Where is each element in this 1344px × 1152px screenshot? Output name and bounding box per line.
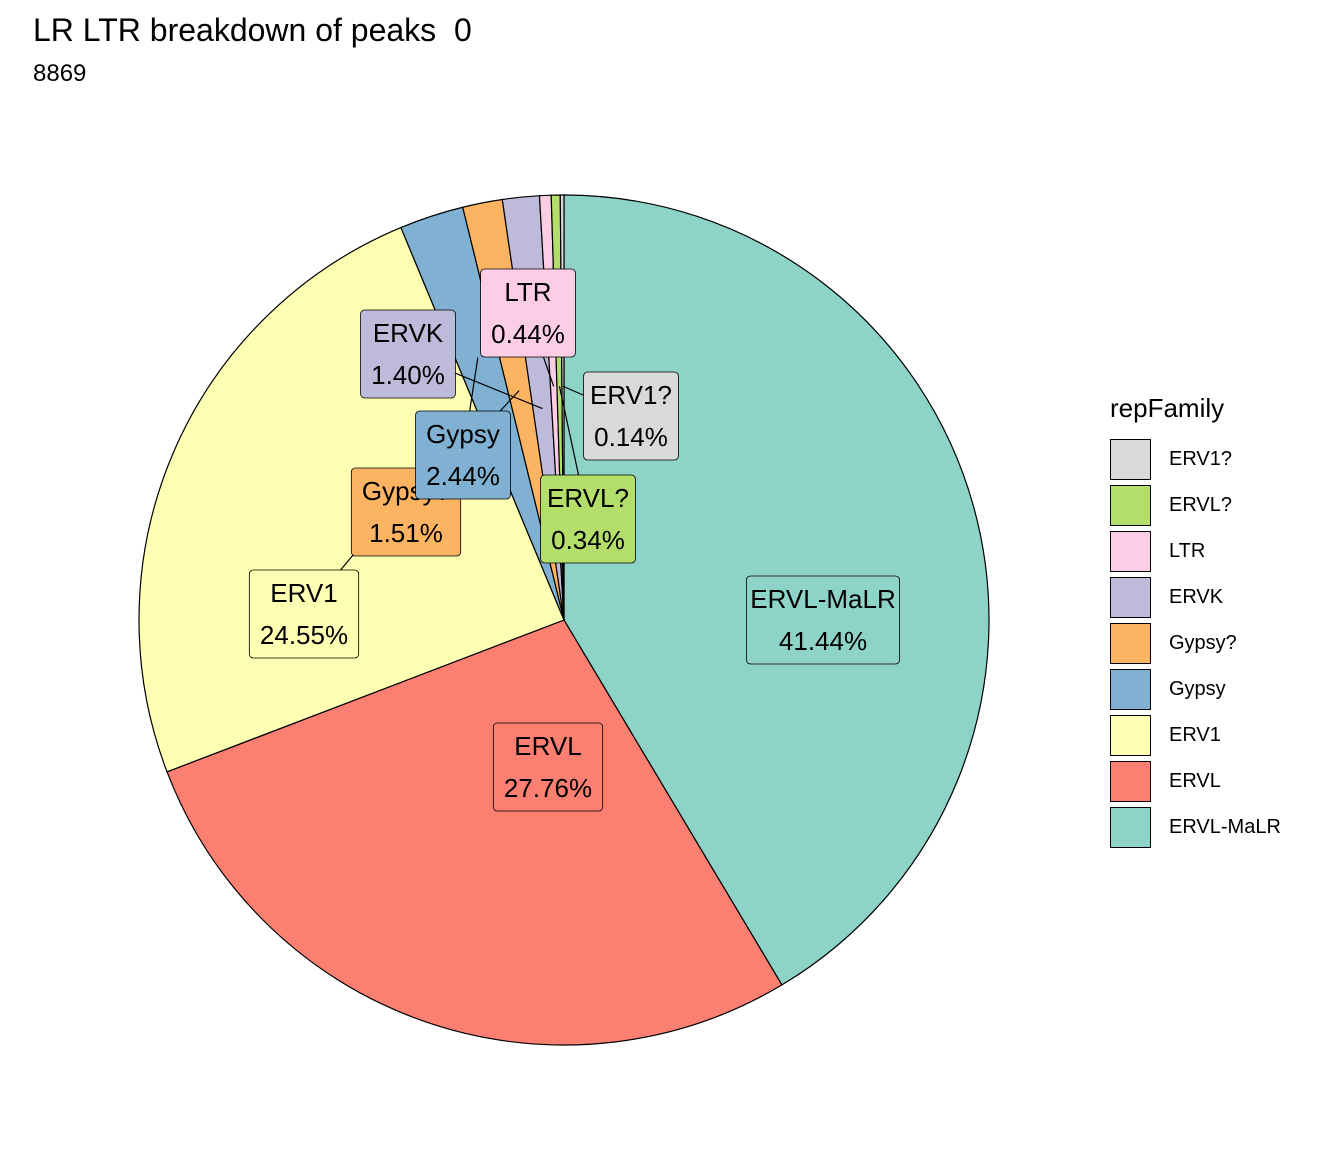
data-label-value-ervl: 27.76% [504,773,592,803]
data-label-ervl-malr: ERVL-MaLR 41.44% [746,575,900,665]
data-label-name-gypsy: Gypsy [426,419,500,449]
legend-label-ervk: ERVK [1169,585,1224,608]
legend-item-ervk: ERVK [1110,574,1281,620]
legend-items: ERV1? ERVL? LTR ERVK Gypsy? Gypsy ERV1 ERVL ERVL… [1110,436,1281,850]
legend-key-ervk [1110,576,1151,618]
legend-item-gypsy: Gypsy? [1110,620,1281,666]
pie-slice-ervl [166,619,783,1046]
data-label-box-erv1 [248,569,360,659]
legend-item-gypsy: Gypsy [1110,666,1281,712]
data-label-ervl: ERVL 27.76% [492,722,604,812]
data-label-name-erv1: ERV1? [590,380,672,410]
legend-title: repFamily [1110,393,1225,423]
legend-key-gypsy [1110,668,1151,710]
data-label-box-ervl [492,722,604,812]
data-label-ltr: LTR 0.44% [480,268,576,358]
legend-item-ervl-malr: ERVL-MaLR [1110,804,1281,850]
data-label-value-ervk: 1.40% [371,360,445,390]
data-label-erv1: ERV1 24.55% [248,569,360,659]
data-label-box-erv1 [583,371,679,461]
data-label-name-ervl: ERVL [514,731,581,761]
legend-key-ervl-malr [1110,806,1151,848]
data-label-box-ervk [360,309,456,399]
legend-item-ltr: LTR [1110,528,1281,574]
legend-label-ervl: ERVL [1169,769,1221,792]
data-label-box-ervl-malr [746,575,900,665]
data-label-box-ltr [480,268,576,358]
legend-key-gypsy [1110,622,1151,664]
data-label-box-gypsy [415,410,511,500]
legend-key-ervl [1110,760,1151,802]
legend-key-ervl [1110,484,1151,526]
data-label-value-gypsy: 2.44% [426,461,500,491]
legend-label-erv1: ERV1 [1169,723,1221,746]
legend-item-erv1: ERV1 [1110,712,1281,758]
data-label-value-ltr: 0.44% [491,319,565,349]
pie-chart: ERV1? 0.14% ERVL? 0.34% LTR 0.44% ERVK 1.40% Gyp… [138,194,990,1046]
legend-key-erv1 [1110,714,1151,756]
data-label-value-erv1: 24.55% [260,620,348,650]
chart-title: LR LTR breakdown of peaks 0 [33,12,472,48]
data-label-value-gypsy: 1.51% [369,518,443,548]
legend-label-erv1: ERV1? [1169,447,1233,470]
legend-label-ervl: ERVL? [1169,493,1233,516]
data-label-name-erv1: ERV1 [270,578,337,608]
data-label-box-ervl [540,474,636,564]
legend-label-ervl-malr: ERVL-MaLR [1169,815,1281,838]
data-label-name-ervl-malr: ERVL-MaLR [750,584,895,614]
data-label-value-ervl-malr: 41.44% [779,626,867,656]
data-label-ervl: ERVL? 0.34% [540,474,636,564]
legend-label-gypsy: Gypsy [1169,677,1226,700]
data-label-value-ervl: 0.34% [551,525,625,555]
legend: repFamily ERV1? ERVL? LTR ERVK Gypsy? Gypsy ER… [1110,393,1281,850]
chart-subtitle: 8869 [33,60,87,87]
legend-item-ervl: ERVL [1110,758,1281,804]
data-label-name-ervl: ERVL? [547,483,629,513]
data-label-erv1: ERV1? 0.14% [583,371,679,461]
legend-label-ltr: LTR [1169,539,1206,562]
data-label-name-ervk: ERVK [373,318,444,348]
legend-key-ltr [1110,530,1151,572]
data-label-ervk: ERVK 1.40% [360,309,456,399]
legend-label-gypsy: Gypsy? [1169,631,1237,654]
legend-key-erv1 [1110,438,1151,480]
data-label-gypsy: Gypsy 2.44% [415,410,511,500]
data-label-name-ltr: LTR [504,277,551,307]
data-label-value-erv1: 0.14% [594,422,668,452]
legend-item-ervl: ERVL? [1110,482,1281,528]
legend-item-erv1: ERV1? [1110,436,1281,482]
